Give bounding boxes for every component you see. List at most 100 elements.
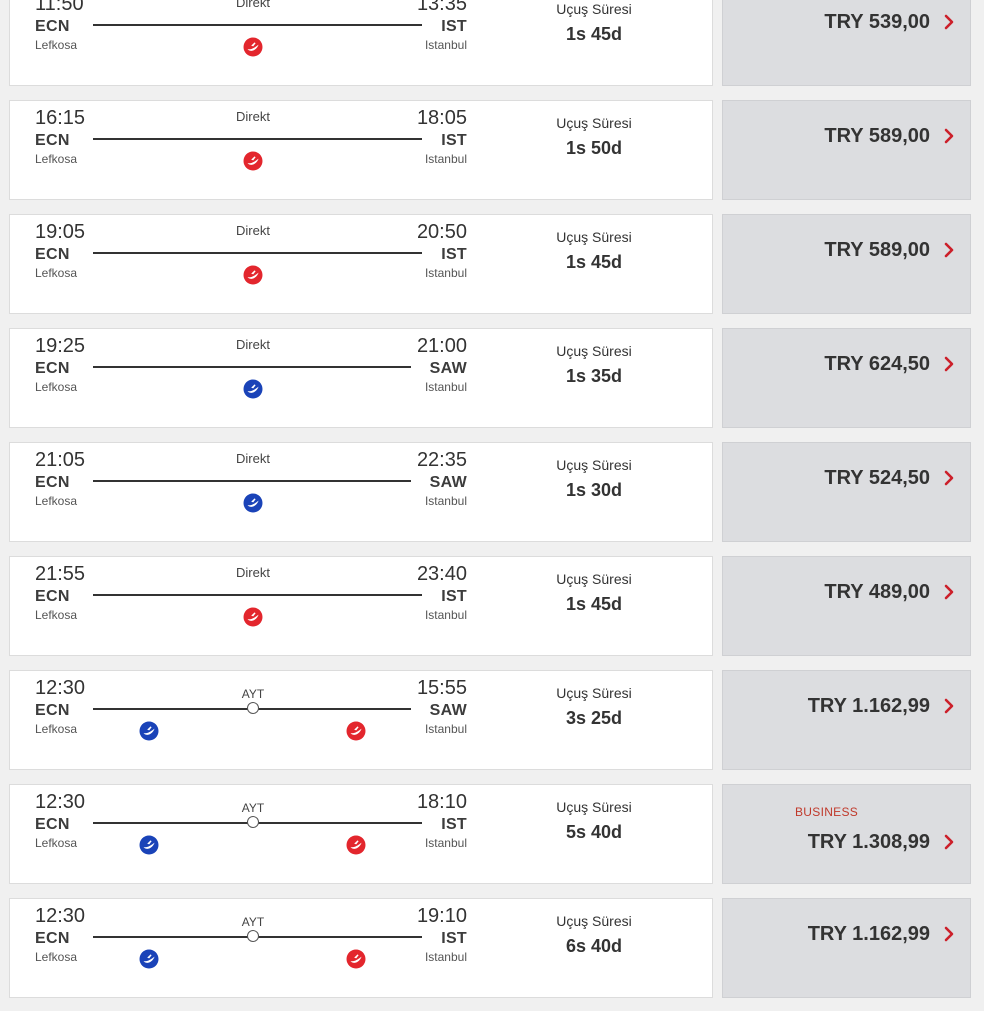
airline-logo-icon <box>243 379 263 399</box>
fare-price: TRY 489,00 <box>824 581 930 603</box>
chevron-right-icon <box>942 925 956 943</box>
route-type-label: Direkt <box>236 109 270 124</box>
stopover-airport: AYT <box>241 801 265 815</box>
flight-card[interactable]: 21:55 ECN Lefkosa Direkt 23:40 IST Istanbul Uçu… <box>9 556 713 656</box>
flight-card[interactable]: 16:15 ECN Lefkosa Direkt 18:05 IST Istanbul Uçu… <box>9 100 713 200</box>
arrival-airport-code: IST <box>441 930 467 947</box>
departure-time: 21:05 <box>35 449 86 471</box>
flight-row: 19:05 ECN Lefkosa Direkt 20:50 IST Istanbul Uçu… <box>0 214 984 316</box>
departure-time: 21:55 <box>35 563 86 585</box>
chevron-right-icon <box>942 583 956 601</box>
departure-city: Lefkosa <box>35 722 78 736</box>
arrival-time: 13:35 <box>416 0 467 15</box>
duration-label: Uçuş Süresi <box>556 343 632 359</box>
flight-card[interactable]: 19:05 ECN Lefkosa Direkt 20:50 IST Istanbul Uçu… <box>9 214 713 314</box>
route-type-label: Direkt <box>236 0 270 10</box>
flight-duration: 1s 30d <box>565 480 623 500</box>
chevron-right-icon <box>942 13 956 31</box>
departure-airport-code: ECN <box>35 930 70 947</box>
departure-airport-code: ECN <box>35 132 70 149</box>
flight-row: 21:55 ECN Lefkosa Direkt 23:40 IST Istanbul Uçu… <box>0 556 984 658</box>
arrival-city: Istanbul <box>424 836 467 850</box>
flight-duration: 1s 45d <box>565 252 623 272</box>
select-fare-button[interactable]: TRY 589,00 <box>722 100 971 200</box>
airline-logo-icon <box>139 721 159 741</box>
airline-logo-icon <box>243 151 263 171</box>
departure-airport-code: ECN <box>35 702 70 719</box>
departure-airport-code: ECN <box>35 816 70 833</box>
fare-price: TRY 589,00 <box>824 239 930 261</box>
airline-logo-icon <box>346 949 366 969</box>
departure-time: 12:30 <box>35 905 86 927</box>
arrival-city: Istanbul <box>424 494 467 508</box>
select-fare-button[interactable]: TRY 539,00 <box>722 0 971 86</box>
flight-duration: 3s 25d <box>565 708 623 728</box>
duration-label: Uçuş Süresi <box>556 1 632 17</box>
duration-label: Uçuş Süresi <box>556 685 632 701</box>
departure-city: Lefkosa <box>35 950 78 964</box>
arrival-city: Istanbul <box>424 152 467 166</box>
flight-duration: 1s 50d <box>565 138 623 158</box>
departure-airport-code: ECN <box>35 588 70 605</box>
departure-city: Lefkosa <box>35 266 78 280</box>
departure-time: 19:25 <box>35 335 86 357</box>
duration-label: Uçuş Süresi <box>556 913 632 929</box>
arrival-time: 22:35 <box>416 449 467 471</box>
flight-card[interactable]: 21:05 ECN Lefkosa Direkt 22:35 SAW Istanbul Uçu… <box>9 442 713 542</box>
chevron-right-icon <box>942 469 956 487</box>
departure-airport-code: ECN <box>35 360 70 377</box>
duration-label: Uçuş Süresi <box>556 571 632 587</box>
flight-card[interactable]: 12:30 ECN Lefkosa AYT 18:10 IST Istanbul Uçuş S… <box>9 784 713 884</box>
chevron-right-icon <box>942 127 956 145</box>
arrival-time: 21:00 <box>416 335 467 357</box>
arrival-airport-code: SAW <box>429 474 467 491</box>
arrival-time: 20:50 <box>416 221 467 243</box>
departure-time: 12:30 <box>35 791 86 813</box>
select-fare-button[interactable]: TRY 524,50 <box>722 442 971 542</box>
duration-label: Uçuş Süresi <box>556 115 632 131</box>
flight-card[interactable]: 12:30 ECN Lefkosa AYT 19:10 IST Istanbul Uçuş S… <box>9 898 713 998</box>
airline-logo-icon <box>139 949 159 969</box>
stopover-airport: AYT <box>241 687 265 701</box>
route-type-label: Direkt <box>236 223 270 238</box>
departure-time: 11:50 <box>35 0 84 15</box>
arrival-time: 15:55 <box>416 677 467 699</box>
select-fare-button[interactable]: TRY 489,00 <box>722 556 971 656</box>
select-fare-button[interactable]: TRY 1.162,99 <box>722 670 971 770</box>
arrival-airport-code: IST <box>441 132 467 149</box>
arrival-time: 23:40 <box>416 563 467 585</box>
route-line <box>93 366 411 368</box>
flight-duration: 5s 40d <box>565 822 623 842</box>
arrival-time: 18:05 <box>416 107 467 129</box>
flight-row: 21:05 ECN Lefkosa Direkt 22:35 SAW Istanbul Uçu… <box>0 442 984 544</box>
route-line <box>93 594 422 596</box>
fare-price: TRY 524,50 <box>824 467 930 489</box>
stopover-dot <box>247 816 259 828</box>
select-fare-button[interactable]: TRY 1.162,99 <box>722 898 971 998</box>
flight-card[interactable]: 19:25 ECN Lefkosa Direkt 21:00 SAW Istanbul Uçu… <box>9 328 713 428</box>
select-fare-button[interactable]: BUSINESS TRY 1.308,99 <box>722 784 971 884</box>
arrival-city: Istanbul <box>424 380 467 394</box>
departure-airport-code: ECN <box>35 246 70 263</box>
departure-time: 12:30 <box>35 677 86 699</box>
fare-class-badge: BUSINESS <box>795 805 859 819</box>
route-type-label: Direkt <box>236 451 270 466</box>
airline-logo-icon <box>139 835 159 855</box>
departure-city: Lefkosa <box>35 836 78 850</box>
chevron-right-icon <box>942 355 956 373</box>
flight-row: 12:30 ECN Lefkosa AYT 15:55 SAW Istanbul Uçuş S… <box>0 670 984 772</box>
flight-card[interactable]: 12:30 ECN Lefkosa AYT 15:55 SAW Istanbul Uçuş S… <box>9 670 713 770</box>
airline-logo-icon <box>243 493 263 513</box>
arrival-city: Istanbul <box>424 38 467 52</box>
flight-duration: 1s 35d <box>565 366 623 386</box>
fare-price: TRY 1.162,99 <box>807 695 930 717</box>
duration-label: Uçuş Süresi <box>556 799 632 815</box>
select-fare-button[interactable]: TRY 589,00 <box>722 214 971 314</box>
arrival-city: Istanbul <box>424 722 467 736</box>
flight-row: 12:30 ECN Lefkosa AYT 18:10 IST Istanbul Uçuş S… <box>0 784 984 886</box>
select-fare-button[interactable]: TRY 624,50 <box>722 328 971 428</box>
flight-card[interactable]: 11:50 ECN Lefkosa Direkt 13:35 IST Istanbul Uçu… <box>9 0 713 86</box>
duration-label: Uçuş Süresi <box>556 457 632 473</box>
departure-city: Lefkosa <box>35 494 78 508</box>
fare-price: TRY 589,00 <box>824 125 930 147</box>
